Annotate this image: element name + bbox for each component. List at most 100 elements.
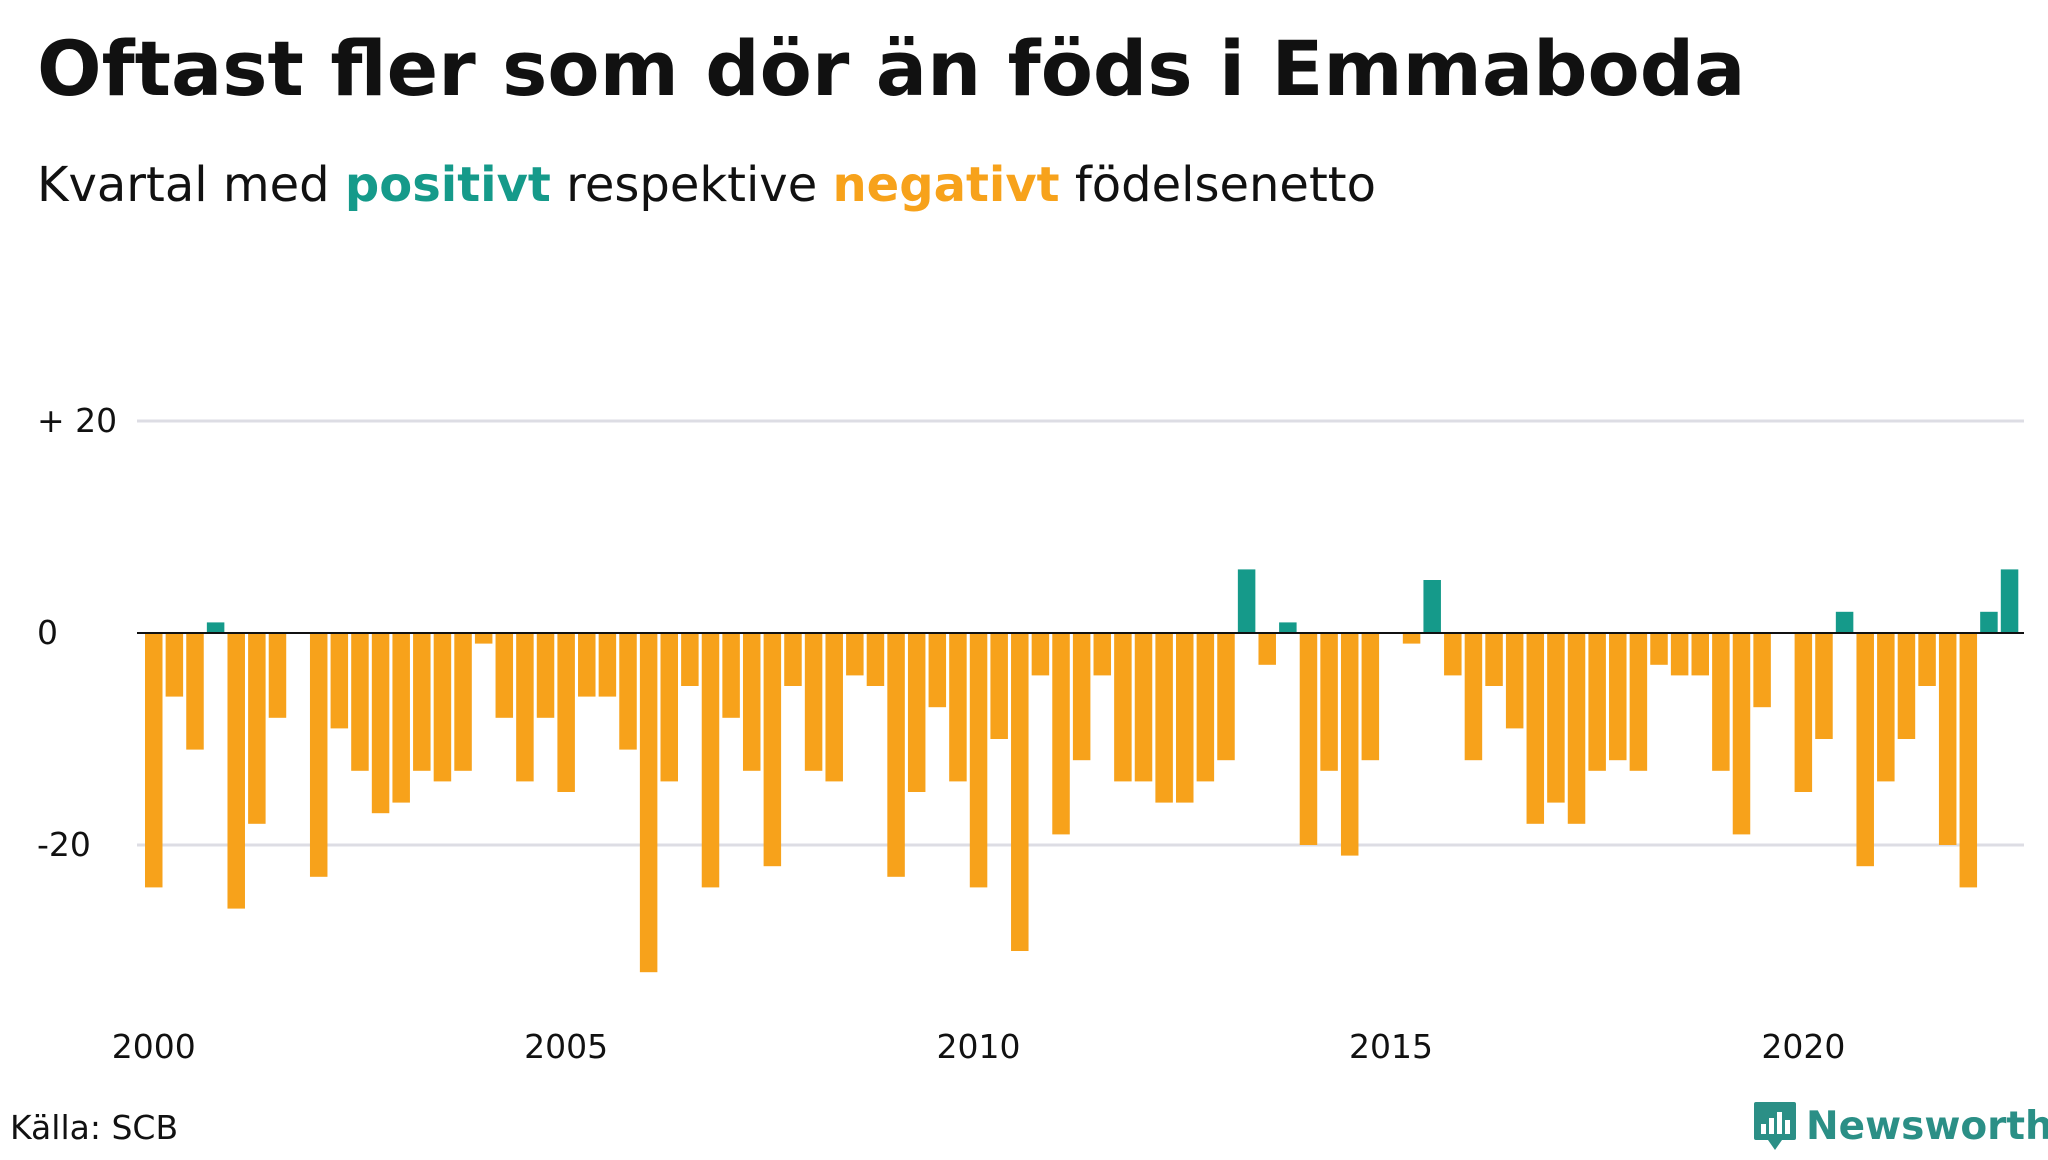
bar bbox=[433, 633, 452, 782]
bar bbox=[598, 633, 617, 697]
bar bbox=[495, 633, 514, 718]
bar bbox=[742, 633, 761, 771]
bar bbox=[351, 633, 369, 771]
bar bbox=[1588, 633, 1606, 771]
y-axis-ticks: + 20 0 -20 bbox=[37, 401, 117, 864]
bar bbox=[145, 633, 163, 888]
bar bbox=[1547, 633, 1565, 803]
bar bbox=[248, 633, 266, 824]
bar bbox=[1485, 633, 1503, 686]
logo-text: Newsworthy bbox=[1806, 1103, 2048, 1149]
bar bbox=[1918, 633, 1936, 686]
bar bbox=[639, 633, 658, 973]
bar bbox=[1650, 633, 1668, 665]
bar bbox=[1609, 633, 1627, 761]
bar bbox=[1031, 633, 1050, 676]
x-tick-label: 2015 bbox=[1349, 1027, 1433, 1066]
bar bbox=[1361, 633, 1380, 761]
subtitle-prefix: Kvartal med bbox=[37, 157, 345, 213]
bar bbox=[804, 633, 823, 771]
bar bbox=[722, 633, 740, 718]
bar bbox=[371, 633, 390, 814]
y-tick-label: + 20 bbox=[37, 401, 117, 440]
bar bbox=[1072, 633, 1091, 761]
bar bbox=[990, 633, 1008, 739]
bar bbox=[1237, 569, 1256, 633]
bar bbox=[1794, 633, 1813, 792]
subtitle-suffix: födelsenetto bbox=[1059, 157, 1376, 213]
y-tick-label: 0 bbox=[37, 613, 58, 652]
bar bbox=[1423, 580, 1441, 633]
bar bbox=[578, 633, 596, 697]
bar bbox=[474, 633, 493, 644]
bar bbox=[1897, 633, 1916, 739]
bar bbox=[1815, 633, 1833, 739]
bar bbox=[1835, 611, 1854, 633]
bar bbox=[1299, 633, 1318, 845]
subtitle-positive-label: positivt bbox=[344, 157, 551, 213]
bar bbox=[536, 633, 555, 718]
bar bbox=[454, 633, 472, 771]
chart-subtitle: Kvartal med positivt respektive negativt… bbox=[37, 153, 1376, 217]
bar bbox=[165, 633, 184, 697]
x-tick-label: 2010 bbox=[937, 1027, 1021, 1066]
bar bbox=[1134, 633, 1153, 782]
bar bbox=[949, 633, 967, 782]
bar bbox=[1114, 633, 1132, 782]
bar bbox=[825, 633, 843, 782]
bar bbox=[516, 633, 534, 782]
bar bbox=[1938, 633, 1957, 845]
bar bbox=[1052, 633, 1070, 835]
bar bbox=[309, 633, 328, 877]
bar bbox=[1444, 633, 1462, 676]
subtitle-middle: respektive bbox=[550, 157, 833, 213]
bar bbox=[268, 633, 287, 718]
bar bbox=[227, 633, 245, 909]
x-tick-label: 2000 bbox=[112, 1027, 196, 1066]
chart-logo-icon bbox=[1754, 1102, 1796, 1150]
x-tick-label: 2005 bbox=[524, 1027, 608, 1066]
bar bbox=[1856, 633, 1874, 867]
bar bbox=[1402, 633, 1421, 644]
bar bbox=[619, 633, 637, 750]
bar bbox=[1279, 622, 1297, 633]
bar bbox=[1011, 633, 1029, 951]
source-note: Källa: SCB bbox=[10, 1108, 179, 1147]
bar bbox=[887, 633, 905, 877]
bar bbox=[1691, 633, 1709, 676]
bar bbox=[330, 633, 349, 729]
bar bbox=[186, 633, 204, 750]
bar bbox=[701, 633, 720, 888]
gridlines bbox=[137, 419, 2024, 847]
bar bbox=[1258, 633, 1276, 665]
bar bbox=[1670, 633, 1689, 676]
subtitle-negative-label: negativt bbox=[832, 157, 1060, 213]
bar bbox=[413, 633, 431, 771]
bar bbox=[1464, 633, 1483, 761]
bar bbox=[907, 633, 926, 792]
bar bbox=[866, 633, 885, 686]
bar bbox=[763, 633, 782, 867]
bar bbox=[784, 633, 802, 686]
x-axis-ticks: 2000 2005 2010 2015 2020 bbox=[112, 1027, 1846, 1066]
bars bbox=[145, 569, 2019, 973]
bar-chart: + 20 0 -20 2000 2005 2010 2015 2020 bbox=[37, 401, 2024, 1066]
bar bbox=[1155, 633, 1173, 803]
bar bbox=[1959, 633, 1978, 888]
bar bbox=[1505, 633, 1524, 729]
bar bbox=[1567, 633, 1586, 824]
bar bbox=[1712, 633, 1730, 771]
x-tick-label: 2020 bbox=[1761, 1027, 1845, 1066]
bar bbox=[2000, 569, 2019, 633]
bar bbox=[206, 622, 225, 633]
bar bbox=[660, 633, 678, 782]
chart-title: Oftast fler som dör än föds i Emmaboda bbox=[37, 24, 1746, 113]
bar bbox=[1320, 633, 1338, 771]
bar bbox=[1526, 633, 1545, 824]
bar bbox=[1732, 633, 1751, 835]
bar bbox=[1217, 633, 1235, 761]
y-tick-label: -20 bbox=[37, 825, 91, 864]
bar bbox=[392, 633, 410, 803]
bar bbox=[1093, 633, 1112, 676]
bar bbox=[557, 633, 575, 792]
